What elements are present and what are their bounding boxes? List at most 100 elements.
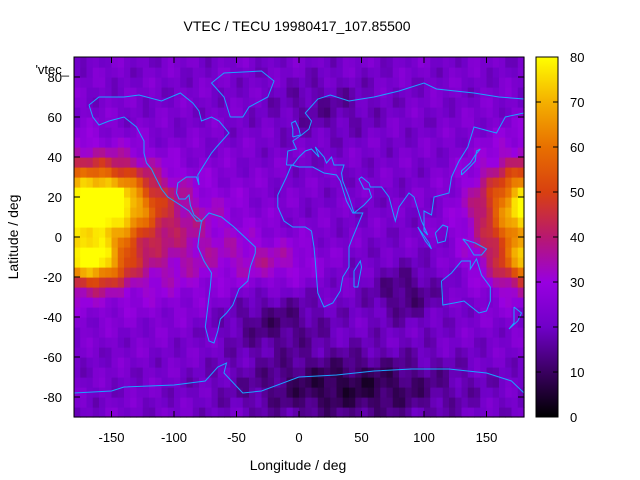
heatmap-cell (461, 247, 469, 258)
heatmap-cell (217, 177, 225, 188)
heatmap-cell (342, 117, 350, 128)
heatmap-cell (449, 347, 456, 358)
heatmap-cell (105, 367, 113, 378)
heatmap-cell (242, 137, 250, 148)
heatmap-cell (324, 207, 331, 218)
heatmap-cell (324, 87, 331, 98)
heatmap-cell (461, 117, 469, 128)
heatmap-cell (317, 297, 325, 308)
heatmap-cell (274, 397, 281, 408)
heatmap-cell (80, 337, 88, 348)
heatmap-cell (430, 57, 438, 68)
heatmap-cell (417, 277, 425, 288)
heatmap-cell (317, 367, 325, 378)
heatmap-cell (392, 57, 400, 68)
heatmap-cell (174, 307, 181, 318)
heatmap-cell (336, 147, 344, 158)
heatmap-cell (224, 187, 231, 198)
heatmap-cell (461, 187, 469, 198)
heatmap-cell (392, 87, 400, 98)
heatmap-cell (124, 97, 131, 108)
heatmap-cell (486, 357, 494, 368)
heatmap-cell (517, 347, 525, 358)
heatmap-cell (449, 377, 456, 388)
heatmap-cell (161, 267, 169, 278)
heatmap-cell (311, 327, 319, 338)
heatmap-cell (330, 237, 338, 248)
heatmap-cell (180, 407, 188, 418)
coastline-antarctica (74, 362, 524, 394)
heatmap-cell (380, 227, 388, 238)
heatmap-cell (86, 337, 94, 348)
heatmap-cell (274, 367, 281, 378)
heatmap-cell (486, 247, 494, 258)
heatmap-cell (299, 307, 306, 318)
heatmap-cell (180, 167, 188, 178)
heatmap-cell (511, 187, 519, 198)
heatmap-cell (205, 167, 213, 178)
heatmap-cell (149, 197, 156, 208)
heatmap-cell (186, 187, 194, 198)
heatmap-cell (367, 307, 375, 318)
heatmap-cell (142, 397, 150, 408)
heatmap-cell (374, 227, 381, 238)
heatmap-cell (399, 217, 406, 228)
heatmap-cell (186, 257, 194, 268)
heatmap-cell (361, 187, 369, 198)
heatmap-cell (355, 187, 363, 198)
heatmap-cell (374, 237, 381, 248)
heatmap-cell (117, 57, 125, 68)
heatmap-cell (474, 137, 481, 148)
heatmap-cell (192, 357, 200, 368)
heatmap-cell (367, 357, 375, 368)
heatmap-cell (180, 227, 188, 238)
heatmap-cell (474, 217, 481, 228)
heatmap-cell (286, 157, 294, 168)
heatmap-cell (261, 377, 269, 388)
heatmap-cell (274, 247, 281, 258)
heatmap-cell (467, 177, 475, 188)
heatmap-cell (330, 97, 338, 108)
heatmap-cell (211, 187, 219, 198)
heatmap-cell (174, 67, 181, 78)
heatmap-cell (167, 97, 175, 108)
heatmap-cell (367, 247, 375, 258)
heatmap-cell (199, 107, 206, 118)
heatmap-cell (511, 267, 519, 278)
heatmap-cell (136, 337, 144, 348)
heatmap-cell (124, 197, 131, 208)
heatmap-cell (124, 157, 131, 168)
heatmap-cell (255, 157, 263, 168)
heatmap-cell (130, 347, 138, 358)
heatmap-cell (430, 277, 438, 288)
heatmap-cell (442, 67, 450, 78)
heatmap-cell (430, 297, 438, 308)
heatmap-cell (136, 257, 144, 268)
heatmap-cell (286, 217, 294, 228)
heatmap-cell (74, 147, 81, 158)
heatmap-cell (442, 177, 450, 188)
heatmap-cell (311, 117, 319, 128)
heatmap-cell (249, 247, 256, 258)
heatmap-cell (461, 67, 469, 78)
heatmap-cell (124, 347, 131, 358)
heatmap-cell (480, 337, 488, 348)
heatmap-cell (336, 327, 344, 338)
heatmap-cell (142, 167, 150, 178)
heatmap-cell (405, 207, 413, 218)
heatmap-cell (236, 247, 244, 258)
heatmap-cell (324, 117, 331, 128)
heatmap-cell (161, 387, 169, 398)
heatmap-cell (92, 287, 100, 298)
colorbar-tick-label: 80 (570, 50, 584, 65)
heatmap-cell (411, 367, 419, 378)
heatmap-cell (105, 267, 113, 278)
heatmap-cell (217, 107, 225, 118)
heatmap-cell (174, 257, 181, 268)
heatmap-cell (261, 227, 269, 238)
heatmap-cell (449, 97, 456, 108)
heatmap-cell (436, 287, 444, 298)
heatmap-cell (242, 217, 250, 228)
heatmap-cell (74, 207, 81, 218)
heatmap-cell (192, 317, 200, 328)
